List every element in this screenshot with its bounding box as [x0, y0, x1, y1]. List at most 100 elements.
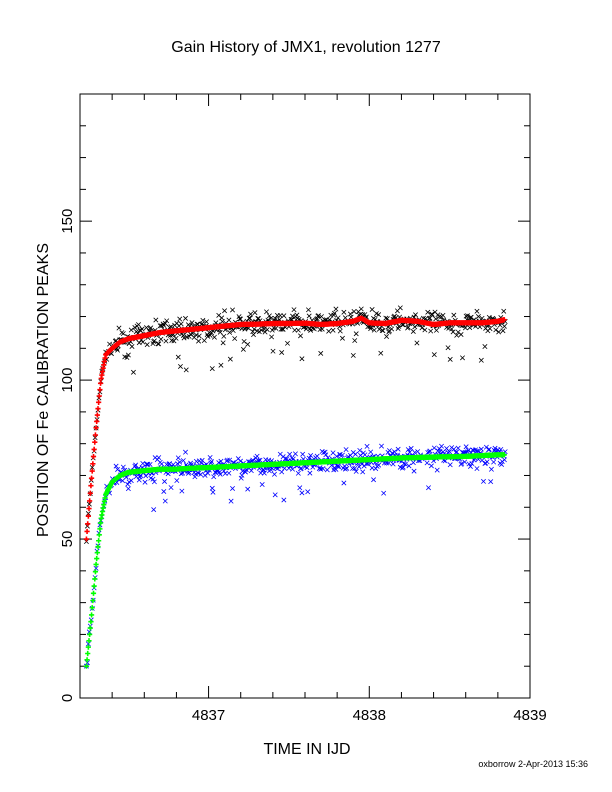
lower_raw-point	[462, 459, 468, 465]
upper_raw-point	[273, 325, 279, 331]
upper_raw-point	[232, 336, 238, 342]
footer-signature: oxborrow 2-Apr-2013 15:36	[478, 759, 588, 769]
upper_fit-point	[86, 505, 92, 512]
upper_raw-point	[496, 329, 502, 335]
lower_raw-point	[469, 461, 475, 467]
upper_raw-point	[487, 326, 493, 332]
lower_raw-point	[402, 461, 408, 467]
lower_raw-point	[221, 468, 227, 474]
upper_fit-point	[85, 513, 91, 519]
lower_raw-point	[428, 463, 434, 469]
lower_fit-point	[84, 657, 90, 663]
lower_raw-point	[415, 449, 421, 455]
upper_raw-point	[186, 333, 192, 339]
upper_raw-point	[383, 315, 389, 321]
lower_raw-point	[341, 480, 347, 486]
upper_raw-point	[362, 312, 368, 318]
upper_raw-point	[389, 326, 395, 332]
lower_fit-point	[87, 631, 93, 638]
lower_raw-point	[427, 448, 433, 454]
lower_raw-point	[183, 449, 188, 455]
upper_raw-point	[248, 311, 254, 317]
upper_raw-point	[295, 327, 301, 333]
lower_raw-point	[290, 466, 296, 472]
lower_raw-point	[308, 453, 314, 458]
lower_raw-point	[156, 455, 162, 461]
upper_raw-point	[279, 350, 285, 355]
lower_raw-point	[147, 461, 153, 467]
upper_raw-point	[330, 327, 336, 333]
upper_raw-point	[221, 333, 227, 339]
lower_raw-point	[431, 445, 437, 451]
upper_raw-point	[196, 338, 202, 344]
upper_raw-point	[218, 362, 224, 368]
lower_raw-point	[412, 449, 418, 455]
lower_raw-point	[478, 446, 484, 452]
lower_raw-point	[379, 443, 384, 449]
lower_raw-point	[310, 464, 316, 470]
lower_raw-point	[218, 458, 224, 464]
upper_raw-point	[193, 332, 199, 338]
upper_raw-point	[89, 464, 95, 470]
lower_raw-point	[224, 457, 230, 463]
lower_raw-point	[115, 466, 121, 472]
lower_raw-point	[334, 453, 340, 459]
upper_fit-point	[97, 380, 104, 386]
lower_fit-point	[97, 520, 104, 526]
upper_raw-point	[136, 322, 141, 328]
lower_raw-point	[299, 490, 305, 496]
lower_raw-point	[125, 486, 131, 492]
upper_raw-point	[177, 316, 183, 322]
lower_raw-point	[410, 460, 416, 466]
lower_raw-point	[350, 465, 356, 471]
lower_raw-point	[85, 641, 91, 647]
lower_raw-point	[439, 443, 445, 449]
lower_fit-point	[95, 544, 101, 550]
lower_raw-point	[411, 468, 417, 474]
lower_fit-point	[90, 590, 97, 596]
upper_raw-point	[433, 327, 439, 333]
lower_raw-point	[180, 458, 186, 464]
lower_fit-point	[85, 650, 91, 657]
lower_fit-point	[92, 576, 98, 582]
lower_raw-point	[373, 466, 379, 472]
upper_fit-point	[85, 521, 91, 527]
lower_raw-point	[344, 465, 350, 471]
upper_raw-point	[125, 352, 131, 358]
upper_raw-point	[281, 313, 287, 319]
upper_raw-point	[264, 327, 270, 333]
lower_raw-point	[136, 477, 142, 483]
upper_raw-point	[413, 312, 418, 318]
lower_raw-point	[475, 448, 481, 454]
upper_raw-point	[220, 340, 226, 346]
lower_raw-point	[360, 469, 366, 475]
lower_raw-point	[314, 453, 320, 459]
lower_raw-point	[202, 472, 208, 478]
upper_fit-point	[87, 490, 93, 496]
upper_raw-point	[189, 320, 195, 326]
lower_raw-point	[300, 451, 306, 457]
upper_raw-point	[458, 332, 464, 337]
upper_raw-point	[268, 315, 274, 321]
axis-ticks	[79, 93, 531, 699]
upper_raw-point	[376, 312, 382, 318]
upper_raw-point	[219, 319, 225, 325]
upper_fit-point	[92, 439, 98, 445]
lower_raw-point	[474, 466, 480, 472]
lower_fit-point	[97, 526, 103, 532]
upper_raw-point	[347, 311, 353, 317]
upper_raw-point	[130, 369, 136, 375]
upper_raw-point	[270, 348, 276, 354]
lower_raw-point	[306, 455, 312, 461]
upper_raw-point	[493, 327, 499, 333]
lower_raw-point	[405, 447, 411, 453]
upper_raw-point	[326, 328, 332, 334]
lower_raw-point	[463, 444, 469, 450]
upper_raw-point	[256, 329, 262, 335]
lower_raw-point	[272, 492, 278, 498]
lower_raw-point	[357, 447, 363, 453]
lower_raw-point	[199, 457, 205, 463]
lower_raw-point	[257, 457, 263, 463]
lower_raw-point	[250, 457, 256, 463]
lower_raw-point	[486, 446, 492, 452]
